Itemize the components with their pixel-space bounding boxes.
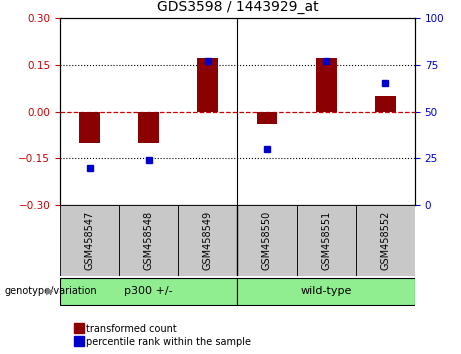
FancyBboxPatch shape <box>60 278 237 305</box>
Bar <box>119 205 178 276</box>
FancyBboxPatch shape <box>237 278 415 305</box>
Text: GSM458548: GSM458548 <box>144 211 154 270</box>
Title: GDS3598 / 1443929_at: GDS3598 / 1443929_at <box>157 0 318 14</box>
Text: GSM458551: GSM458551 <box>321 211 331 270</box>
Text: GSM458549: GSM458549 <box>203 211 213 270</box>
Text: GSM458547: GSM458547 <box>84 211 95 270</box>
Text: GSM458550: GSM458550 <box>262 211 272 270</box>
Text: wild-type: wild-type <box>301 286 352 296</box>
Text: GSM458552: GSM458552 <box>380 211 390 270</box>
Legend: transformed count, percentile rank within the sample: transformed count, percentile rank withi… <box>74 325 251 347</box>
Bar <box>197 58 218 112</box>
Bar <box>60 205 119 276</box>
Text: p300 +/-: p300 +/- <box>124 286 173 296</box>
Bar <box>79 112 100 143</box>
Bar <box>356 205 415 276</box>
Bar <box>316 58 337 112</box>
Bar <box>375 96 396 112</box>
Bar <box>237 205 296 276</box>
Bar <box>296 205 356 276</box>
Text: genotype/variation: genotype/variation <box>5 286 97 296</box>
Bar <box>257 112 278 124</box>
Bar <box>178 205 237 276</box>
Text: ▶: ▶ <box>46 286 53 296</box>
Bar <box>138 112 159 143</box>
